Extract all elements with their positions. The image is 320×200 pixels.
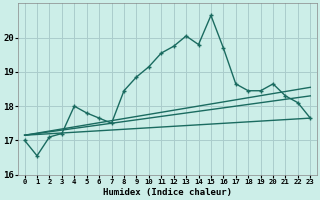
X-axis label: Humidex (Indice chaleur): Humidex (Indice chaleur) [103, 188, 232, 197]
